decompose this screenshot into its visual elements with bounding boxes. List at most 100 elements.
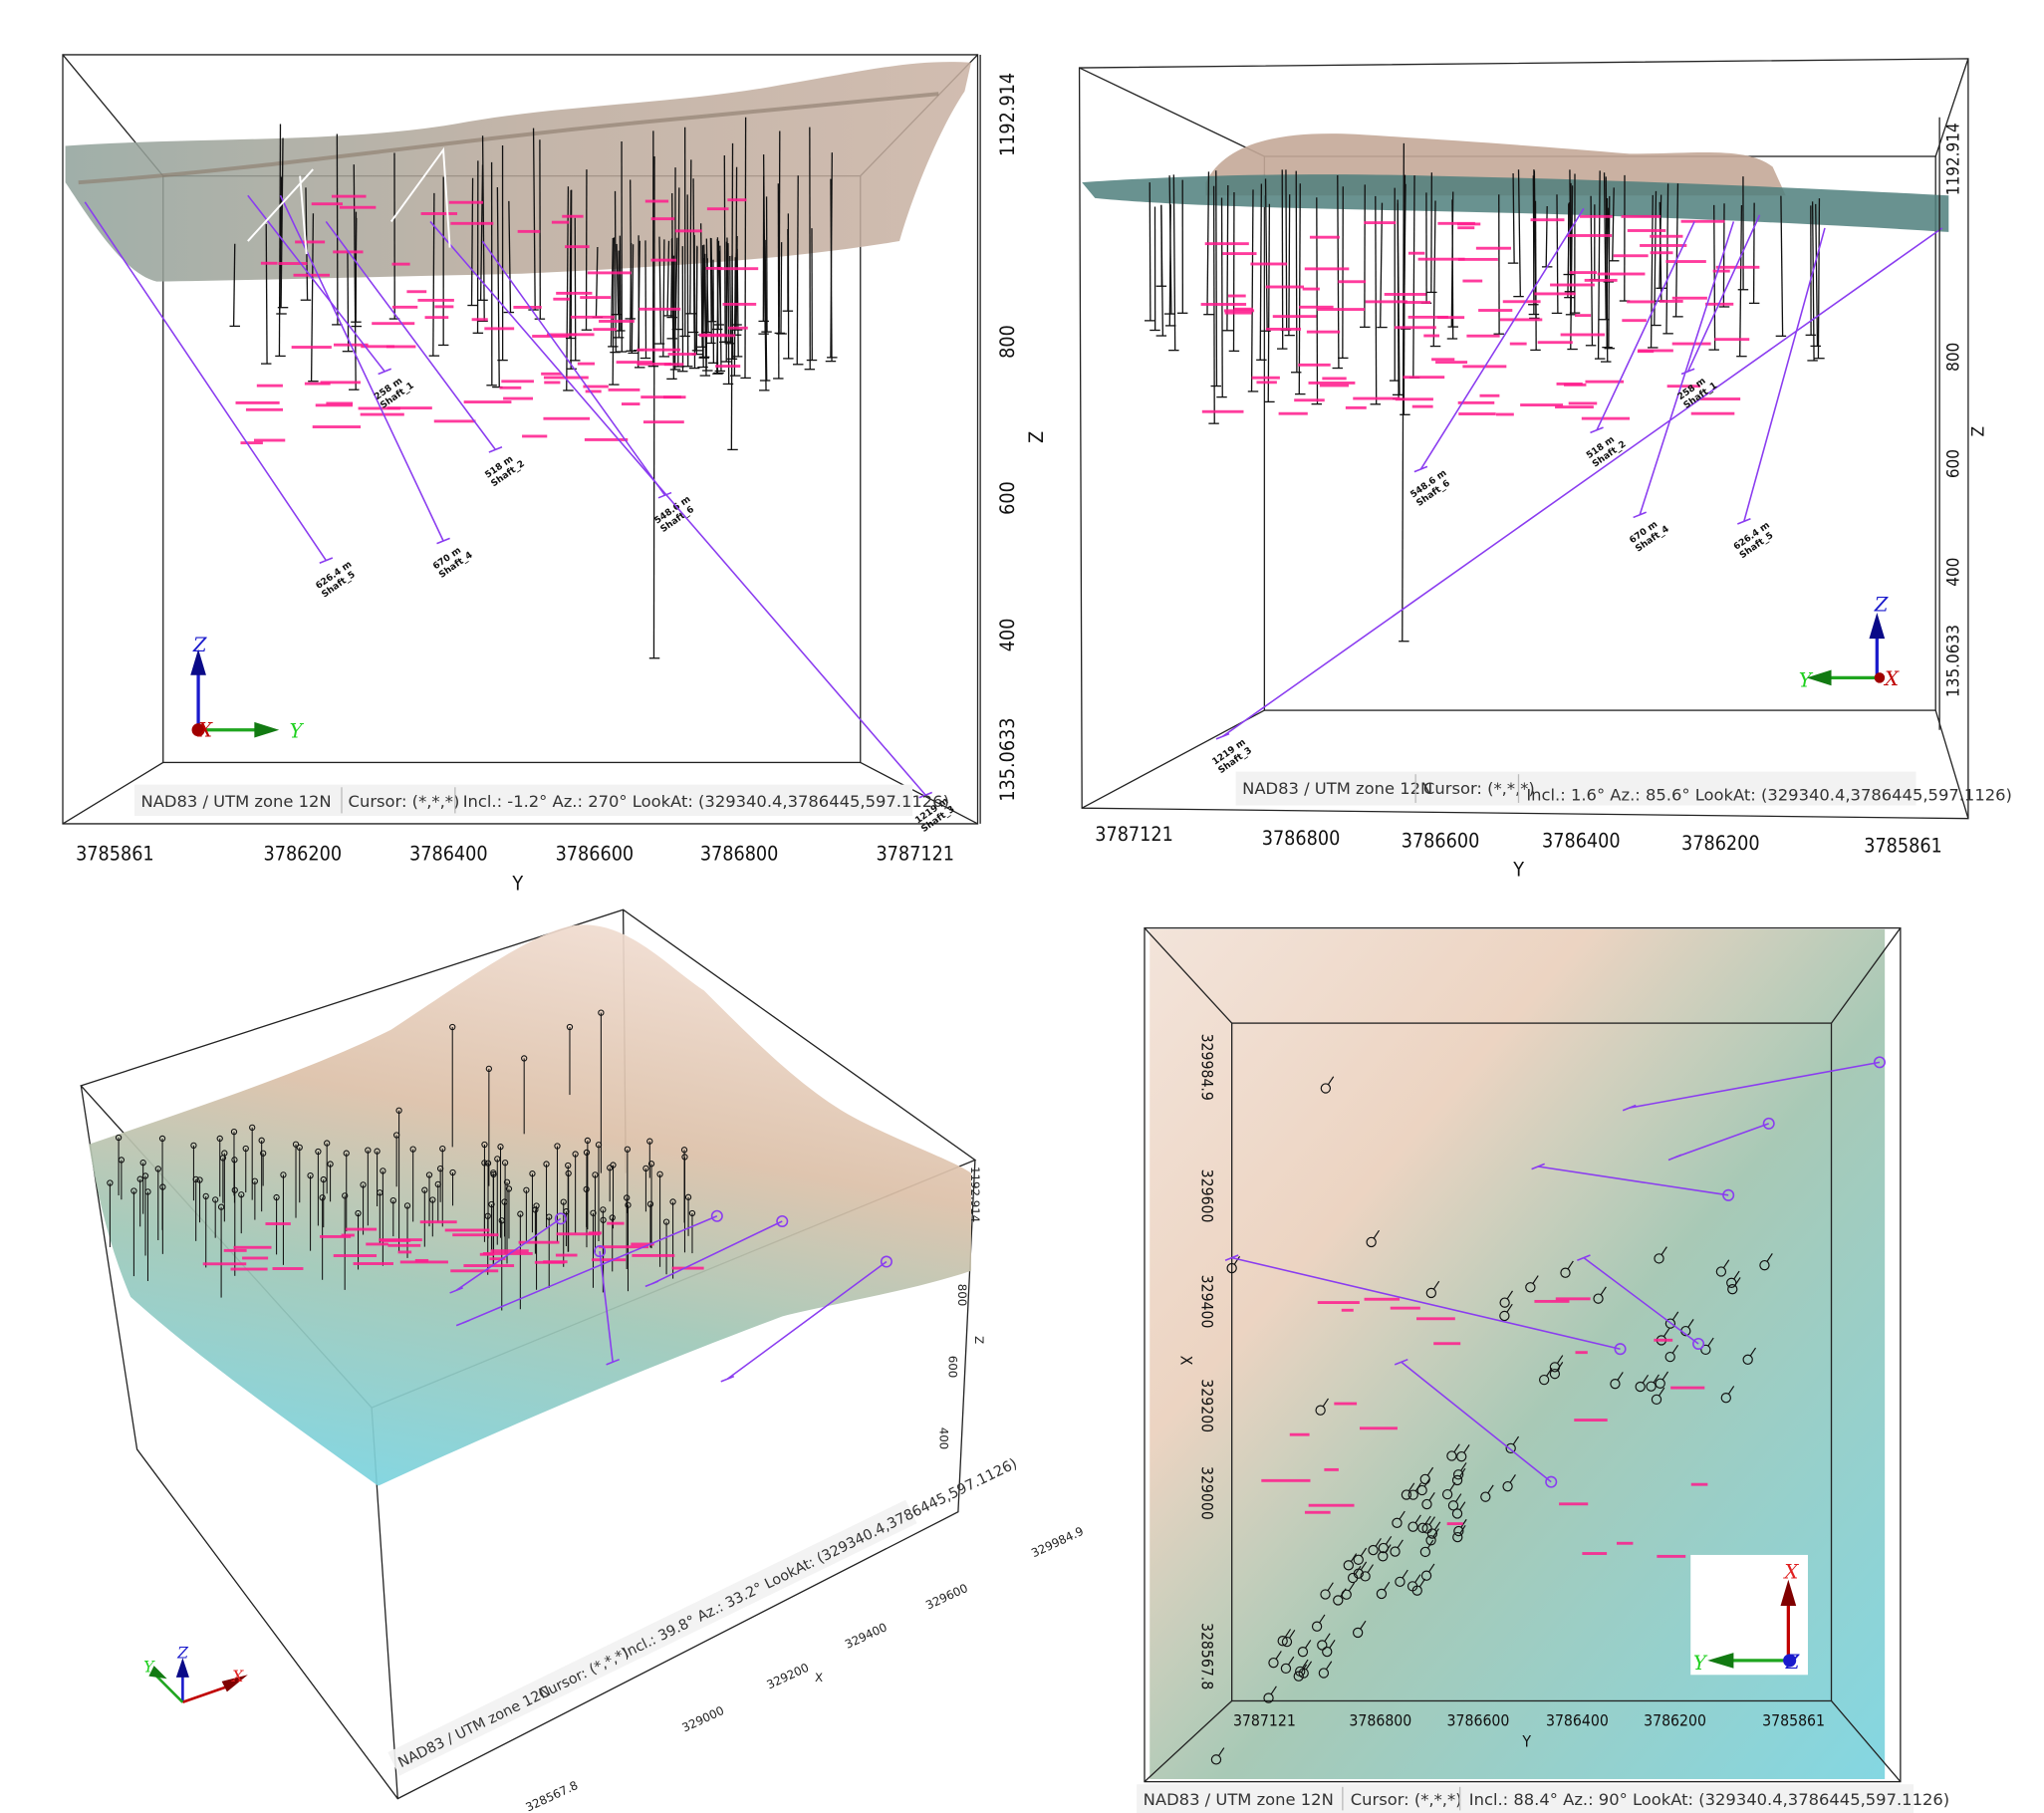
- assay-label: [1250, 262, 1288, 266]
- drillhole: [1324, 1633, 1331, 1642]
- drillhole-collar: [1317, 1640, 1328, 1651]
- gizmo-x-label: X: [196, 718, 213, 741]
- drillhole: [1780, 195, 1784, 337]
- assay-label: [663, 395, 686, 399]
- shaft-trace: [1596, 221, 1695, 431]
- drillhole-collar: [681, 1154, 688, 1161]
- assay-label: [599, 320, 635, 323]
- drillhole: [532, 128, 536, 311]
- x-axis-title: X: [1177, 1356, 1196, 1366]
- y-axis-title: Y: [1512, 858, 1524, 881]
- orientation-gizmo: Z X Y: [190, 634, 305, 743]
- drillhole-collar: [494, 1156, 501, 1163]
- drillhole-collar: [192, 1175, 199, 1183]
- shafts: [449, 1209, 893, 1383]
- shaft-end-cap: [606, 1358, 620, 1366]
- assay-label: [385, 345, 416, 349]
- assay-label: [1437, 316, 1465, 320]
- drillhole: [1606, 207, 1610, 282]
- drillhole: [1322, 1398, 1329, 1408]
- assay-label: [315, 403, 353, 407]
- assay-label: [1204, 242, 1249, 246]
- drillhole-collar: [481, 1141, 488, 1149]
- assay-label: [1456, 222, 1481, 226]
- shaft-end-cap: [449, 1286, 463, 1294]
- drillhole: [1687, 1319, 1694, 1328]
- drillhole: [1459, 1501, 1466, 1510]
- drillhole: [1423, 1477, 1430, 1487]
- shaft-collar: [710, 1209, 723, 1222]
- drillhole-collar: [647, 1161, 655, 1167]
- drillhole: [1348, 1582, 1356, 1592]
- drillhole: [1399, 1510, 1405, 1520]
- drillhole: [619, 235, 622, 332]
- drillhole-collar: [315, 1148, 322, 1156]
- assay-label: [295, 240, 326, 244]
- drillhole-collar: [1268, 1658, 1279, 1669]
- y-tick-label: 3786800: [1262, 827, 1341, 850]
- assay-label: [599, 1245, 649, 1249]
- drillhole: [1661, 1371, 1669, 1381]
- drillhole-collar: [1635, 1381, 1646, 1393]
- status-crs: NAD83 / UTM zone 12N: [395, 1684, 553, 1771]
- drillhole: [1612, 187, 1615, 261]
- gizmo-z-label: Z: [1785, 1651, 1800, 1674]
- viewport-side-east[interactable]: 548.6 mShaft_6 1219 mShaft_3 518 mShaft_2 6…: [1078, 58, 2012, 881]
- z-tick-label: 800: [955, 1284, 969, 1306]
- shaft-end-cap: [1633, 511, 1648, 519]
- assay-label: [1289, 1432, 1310, 1436]
- drillhole: [744, 117, 747, 379]
- drillhole: [1815, 203, 1819, 347]
- y-tick-label: 3786600: [1402, 829, 1480, 852]
- drillhole-collar: [144, 1188, 151, 1195]
- shaft-end-cap: [1590, 426, 1604, 434]
- gizmo-x-label: X: [230, 1667, 244, 1685]
- drillhole-collar: [380, 1167, 386, 1174]
- assay-label: [240, 441, 263, 445]
- viewport-side-west[interactable]: 626.4 mShaft_5 670 mShaft_4 518 mShaft_2 25…: [62, 54, 1048, 896]
- z-axis: 1192.914 800 600 400 135.0633 Z: [1938, 117, 1989, 730]
- assay-label: [607, 1221, 625, 1225]
- assay-label: [223, 1248, 247, 1252]
- status-view: Incl.: 1.6° Az.: 85.6° LookAt: (329340.4…: [1526, 785, 2012, 804]
- drillhole: [1218, 1747, 1225, 1756]
- assay-label: [1457, 226, 1475, 230]
- drillhole: [1671, 1345, 1679, 1354]
- drillhole: [1402, 142, 1405, 642]
- drillhole-collar: [1654, 1253, 1664, 1264]
- shaft-trace: [1231, 1256, 1621, 1350]
- drillhole: [1434, 1521, 1441, 1530]
- assay-label: [1520, 403, 1564, 406]
- drillhole: [710, 238, 713, 322]
- drillhole-collar: [680, 1147, 688, 1154]
- drillhole-collar: [1502, 1480, 1513, 1492]
- drillhole-collar: [1376, 1588, 1388, 1600]
- viewport-plan[interactable]: 329984.9 329600 329400 329200 329000 328…: [1137, 926, 1949, 1813]
- assay-label: [1384, 293, 1426, 296]
- assay-label: [444, 1228, 490, 1232]
- drillhole-collar: [546, 1213, 553, 1220]
- drillhole-collar: [1421, 1498, 1432, 1510]
- drillhole-collar: [598, 1009, 605, 1016]
- assay-label: [585, 389, 602, 393]
- shaft-trace: [247, 194, 385, 373]
- assay-label: [640, 395, 681, 399]
- drillhole: [1259, 183, 1263, 361]
- drillhole-collar: [1392, 1517, 1403, 1528]
- status-cursor: Cursor: (*,*,*): [1351, 1790, 1462, 1809]
- drillhole-collar: [1416, 1484, 1427, 1496]
- drillhole: [1597, 170, 1601, 360]
- viewport-perspective[interactable]: 1192.914 800 600 400 Z 328567.8 329000 3…: [80, 908, 1086, 1813]
- assay-label: [663, 363, 684, 367]
- shaft-end-cap: [1394, 1358, 1408, 1366]
- terrain-surface: [1082, 174, 1949, 232]
- shaft-label: 518 mShaft_2: [1585, 431, 1628, 470]
- gizmo-z-label: Z: [176, 1643, 189, 1662]
- assay-label: [1560, 333, 1606, 337]
- assay-label: [587, 271, 632, 275]
- drillhole-collar: [1505, 1442, 1516, 1454]
- drillhole: [479, 164, 484, 301]
- assay-label: [1715, 265, 1760, 269]
- drillhole-collar: [484, 1212, 491, 1219]
- shaft-label: 670 mShaft_4: [1628, 516, 1670, 555]
